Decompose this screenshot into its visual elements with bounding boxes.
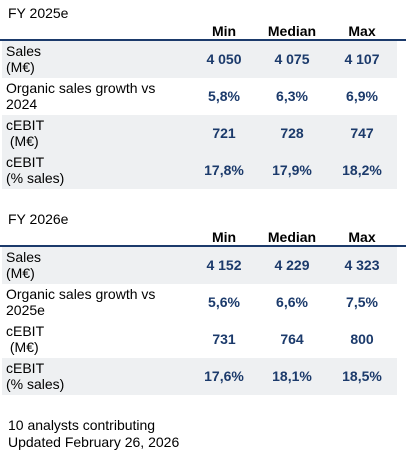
value-median: 764 [280,331,304,347]
section-title-2025: FY 2025e [8,5,69,21]
table-header-2026: Min Median Max [0,230,406,247]
table-row: Sales (M€) 4 050 4 075 4 107 [2,41,397,78]
value-median: 4 229 [274,257,310,273]
table-header-2025: Min Median Max [0,24,406,41]
value-median: 18,1% [272,368,312,384]
value-min: 17,8% [204,162,244,178]
header-min: Min [211,23,237,39]
value-max: 18,2% [342,162,382,178]
value-median: 17,9% [272,162,312,178]
table-row: cEBIT (M€) 731 764 800 [2,321,397,358]
table-row: Organic sales growth vs 2024 5,8% 6,3% 6… [2,78,397,115]
row-label: cEBIT (% sales) [6,360,65,392]
value-min: 5,6% [208,294,240,310]
row-label: cEBIT (% sales) [6,154,65,186]
value-min: 721 [212,125,236,141]
row-label: Organic sales growth vs 2025e [6,286,156,318]
table-row: cEBIT (% sales) 17,6% 18,1% 18,5% [2,358,397,395]
row-label: Organic sales growth vs 2024 [6,80,156,112]
value-max: 4 323 [344,257,380,273]
row-label: cEBIT (M€) [6,323,45,355]
table-row: Organic sales growth vs 2025e 5,6% 6,6% … [2,284,397,321]
table-row: cEBIT (M€) 721 728 747 [2,115,397,152]
analysts-count: 10 analysts contributing [8,417,156,433]
header-median: Median [267,229,317,245]
value-max: 18,5% [342,368,382,384]
header-max: Max [348,23,376,39]
header-min: Min [211,229,237,245]
value-max: 800 [350,331,374,347]
updated-date: Updated February 26, 2026 [8,434,180,450]
table-row: Sales (M€) 4 152 4 229 4 323 [2,247,397,284]
value-min: 4 050 [206,51,242,67]
row-label: Sales (M€) [6,43,42,75]
value-max: 747 [350,125,374,141]
table-row: cEBIT (% sales) 17,8% 17,9% 18,2% [2,152,397,189]
value-median: 728 [280,125,304,141]
value-min: 17,6% [204,368,244,384]
value-max: 4 107 [344,51,380,67]
value-median: 4 075 [274,51,310,67]
value-max: 6,9% [346,88,378,104]
section-title-2026: FY 2026e [8,211,69,227]
value-median: 6,3% [276,88,308,104]
value-max: 7,5% [346,294,378,310]
value-min: 731 [212,331,236,347]
header-median: Median [267,23,317,39]
value-median: 6,6% [276,294,308,310]
row-label: cEBIT (M€) [6,117,45,149]
row-label: Sales (M€) [6,249,42,281]
value-min: 5,8% [208,88,240,104]
header-max: Max [348,229,376,245]
value-min: 4 152 [206,257,242,273]
